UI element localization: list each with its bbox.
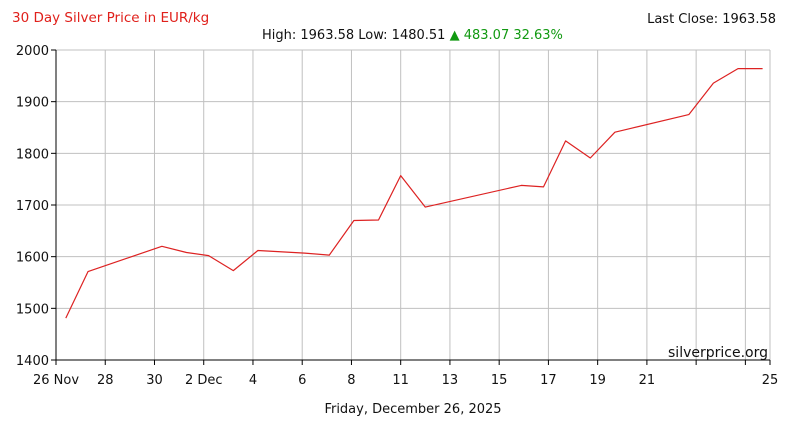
chart-date: Friday, December 26, 2025 [324,402,502,417]
y-tick-label: 1800 [16,147,49,162]
price-series-line [65,67,763,319]
y-tick-label: 2000 [16,44,49,59]
x-tick-label: 4 [249,373,257,388]
x-tick-label: 8 [347,373,355,388]
x-tick-label: 19 [589,373,606,388]
x-tick-label: 30 [146,373,163,388]
price-change: ▲ 483.07 32.63% [449,28,563,43]
chart-title: 30 Day Silver Price in EUR/kg [12,10,210,26]
last-close: Last Close: 1963.58 [647,12,776,27]
series-group [65,67,763,319]
y-tick-label: 1700 [16,199,49,214]
x-tick-label: 28 [97,373,114,388]
x-tick-label: 11 [392,373,409,388]
y-tick-label: 1500 [16,302,49,317]
x-tick-label: 25 [762,373,779,388]
y-tick-label: 1900 [16,96,49,111]
x-tick-label: 21 [639,373,656,388]
x-tick-label: 15 [491,373,508,388]
y-tick-label: 1400 [16,354,49,369]
x-axis-ticks: 26 Nov 28 30 2 Dec 4 6 8 11 13 15 17 19 21 25 [33,360,778,388]
high-low-text: High: 1963.58 Low: 1480.51 [262,28,446,43]
x-tick-label: 6 [298,373,306,388]
grid-lines [55,49,771,361]
y-tick-label: 1600 [16,251,49,266]
watermark: silverprice.org [668,345,768,361]
x-tick-label: 17 [540,373,557,388]
x-tick-label: 26 Nov [33,373,79,388]
x-tick-label: 13 [442,373,459,388]
x-tick-label: 2 Dec [185,373,223,388]
y-axis-ticks: 1400 1500 1600 1700 1800 1900 2000 [16,44,56,369]
price-stats: High: 1963.58 Low: 1480.51 ▲ 483.07 32.6… [262,28,563,43]
